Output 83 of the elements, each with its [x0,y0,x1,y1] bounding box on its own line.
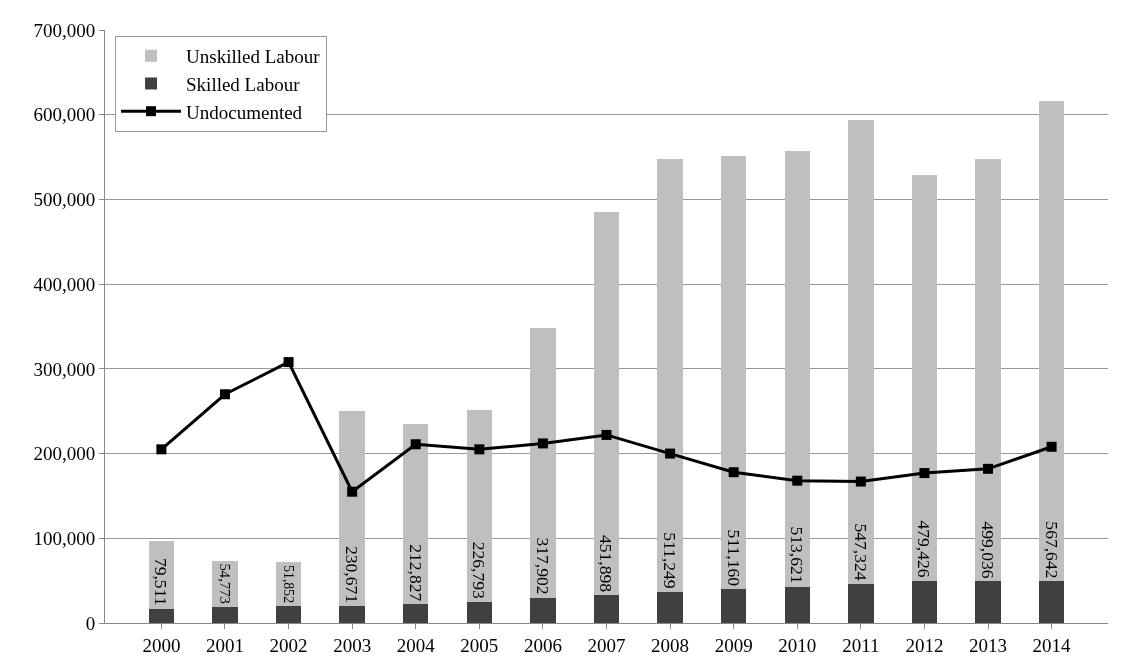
x-tick-label: 2000 [142,634,181,656]
bar [466,601,493,623]
bar [148,608,175,623]
x-tick-label: 2008 [651,634,690,656]
data-label: 79,511 [151,557,172,606]
data-label: 511,160 [723,529,744,587]
data-label: 226,793 [469,541,490,600]
data-label: 54,773 [216,563,233,604]
bar [975,158,1001,582]
data-label: 51,852 [280,565,296,604]
bar [720,589,747,623]
bar [403,424,429,605]
bar [339,606,365,623]
bar [657,591,683,623]
y-tick-label: 200,000 [33,443,96,465]
x-tick-label: 2001 [205,634,244,656]
data-label: 511,249 [660,532,681,589]
y-tick-label: 400,000 [33,273,96,295]
point [855,476,866,487]
data-label: 547,324 [850,523,871,581]
point [219,389,230,400]
x-tick-label: 2004 [396,634,436,656]
bar [403,604,429,623]
legend-label: Unskilled Labour [186,46,321,68]
point [601,429,612,440]
data-label: 479,426 [914,520,935,578]
y-tick-label: 300,000 [33,358,96,380]
x-tick-label: 2002 [269,634,308,656]
y-tick-label: 500,000 [33,189,96,211]
point [665,448,676,459]
bar [212,606,238,623]
x-tick-label: 2011 [842,634,880,656]
bar [275,606,302,623]
bar [593,595,620,623]
y-tick-label: 600,000 [33,104,96,126]
point [474,444,485,455]
point [919,468,930,479]
x-tick-label: 2005 [460,634,499,656]
point [283,357,294,368]
point [728,467,739,478]
bar [848,120,874,585]
point [983,463,994,474]
bar [530,597,556,623]
bar [975,581,1001,623]
bar [657,158,683,592]
bar [593,212,620,596]
y-tick-label: 700,000 [33,19,96,41]
y-tick-label: 0 [85,612,96,634]
bar [1038,100,1065,582]
x-tick-label: 2009 [714,634,753,656]
x-tick-label: 2007 [587,634,626,656]
data-label: 513,621 [787,526,808,584]
bar [339,410,365,607]
point [347,486,358,497]
point [792,475,803,486]
legend-label: Skilled Labour [186,73,301,95]
x-tick-label: 2010 [778,634,817,656]
bar [784,151,810,587]
x-tick-label: 2006 [523,634,562,656]
bar [530,328,556,598]
x-tick-label: 2003 [333,634,372,656]
bar [911,174,938,581]
x-tick-label: 2013 [969,634,1008,656]
bar [784,586,810,623]
data-label: 499,036 [978,521,998,579]
data-label: 230,671 [342,545,363,604]
x-tick-label: 2012 [905,634,944,656]
bar [848,584,874,623]
point [1046,441,1057,452]
data-label: 317,902 [532,537,553,595]
data-label: 567,642 [1041,521,1062,579]
bar [911,580,938,623]
bar [466,409,493,602]
point [156,444,167,455]
data-label: 451,898 [596,534,617,593]
bar [1038,581,1065,623]
legend-label: Undocumented [186,101,303,123]
bar [720,156,747,590]
point [537,438,548,449]
point [410,439,421,450]
x-tick-label: 2014 [1032,634,1072,656]
data-label: 212,827 [405,544,426,602]
y-tick-label: 100,000 [33,527,96,549]
